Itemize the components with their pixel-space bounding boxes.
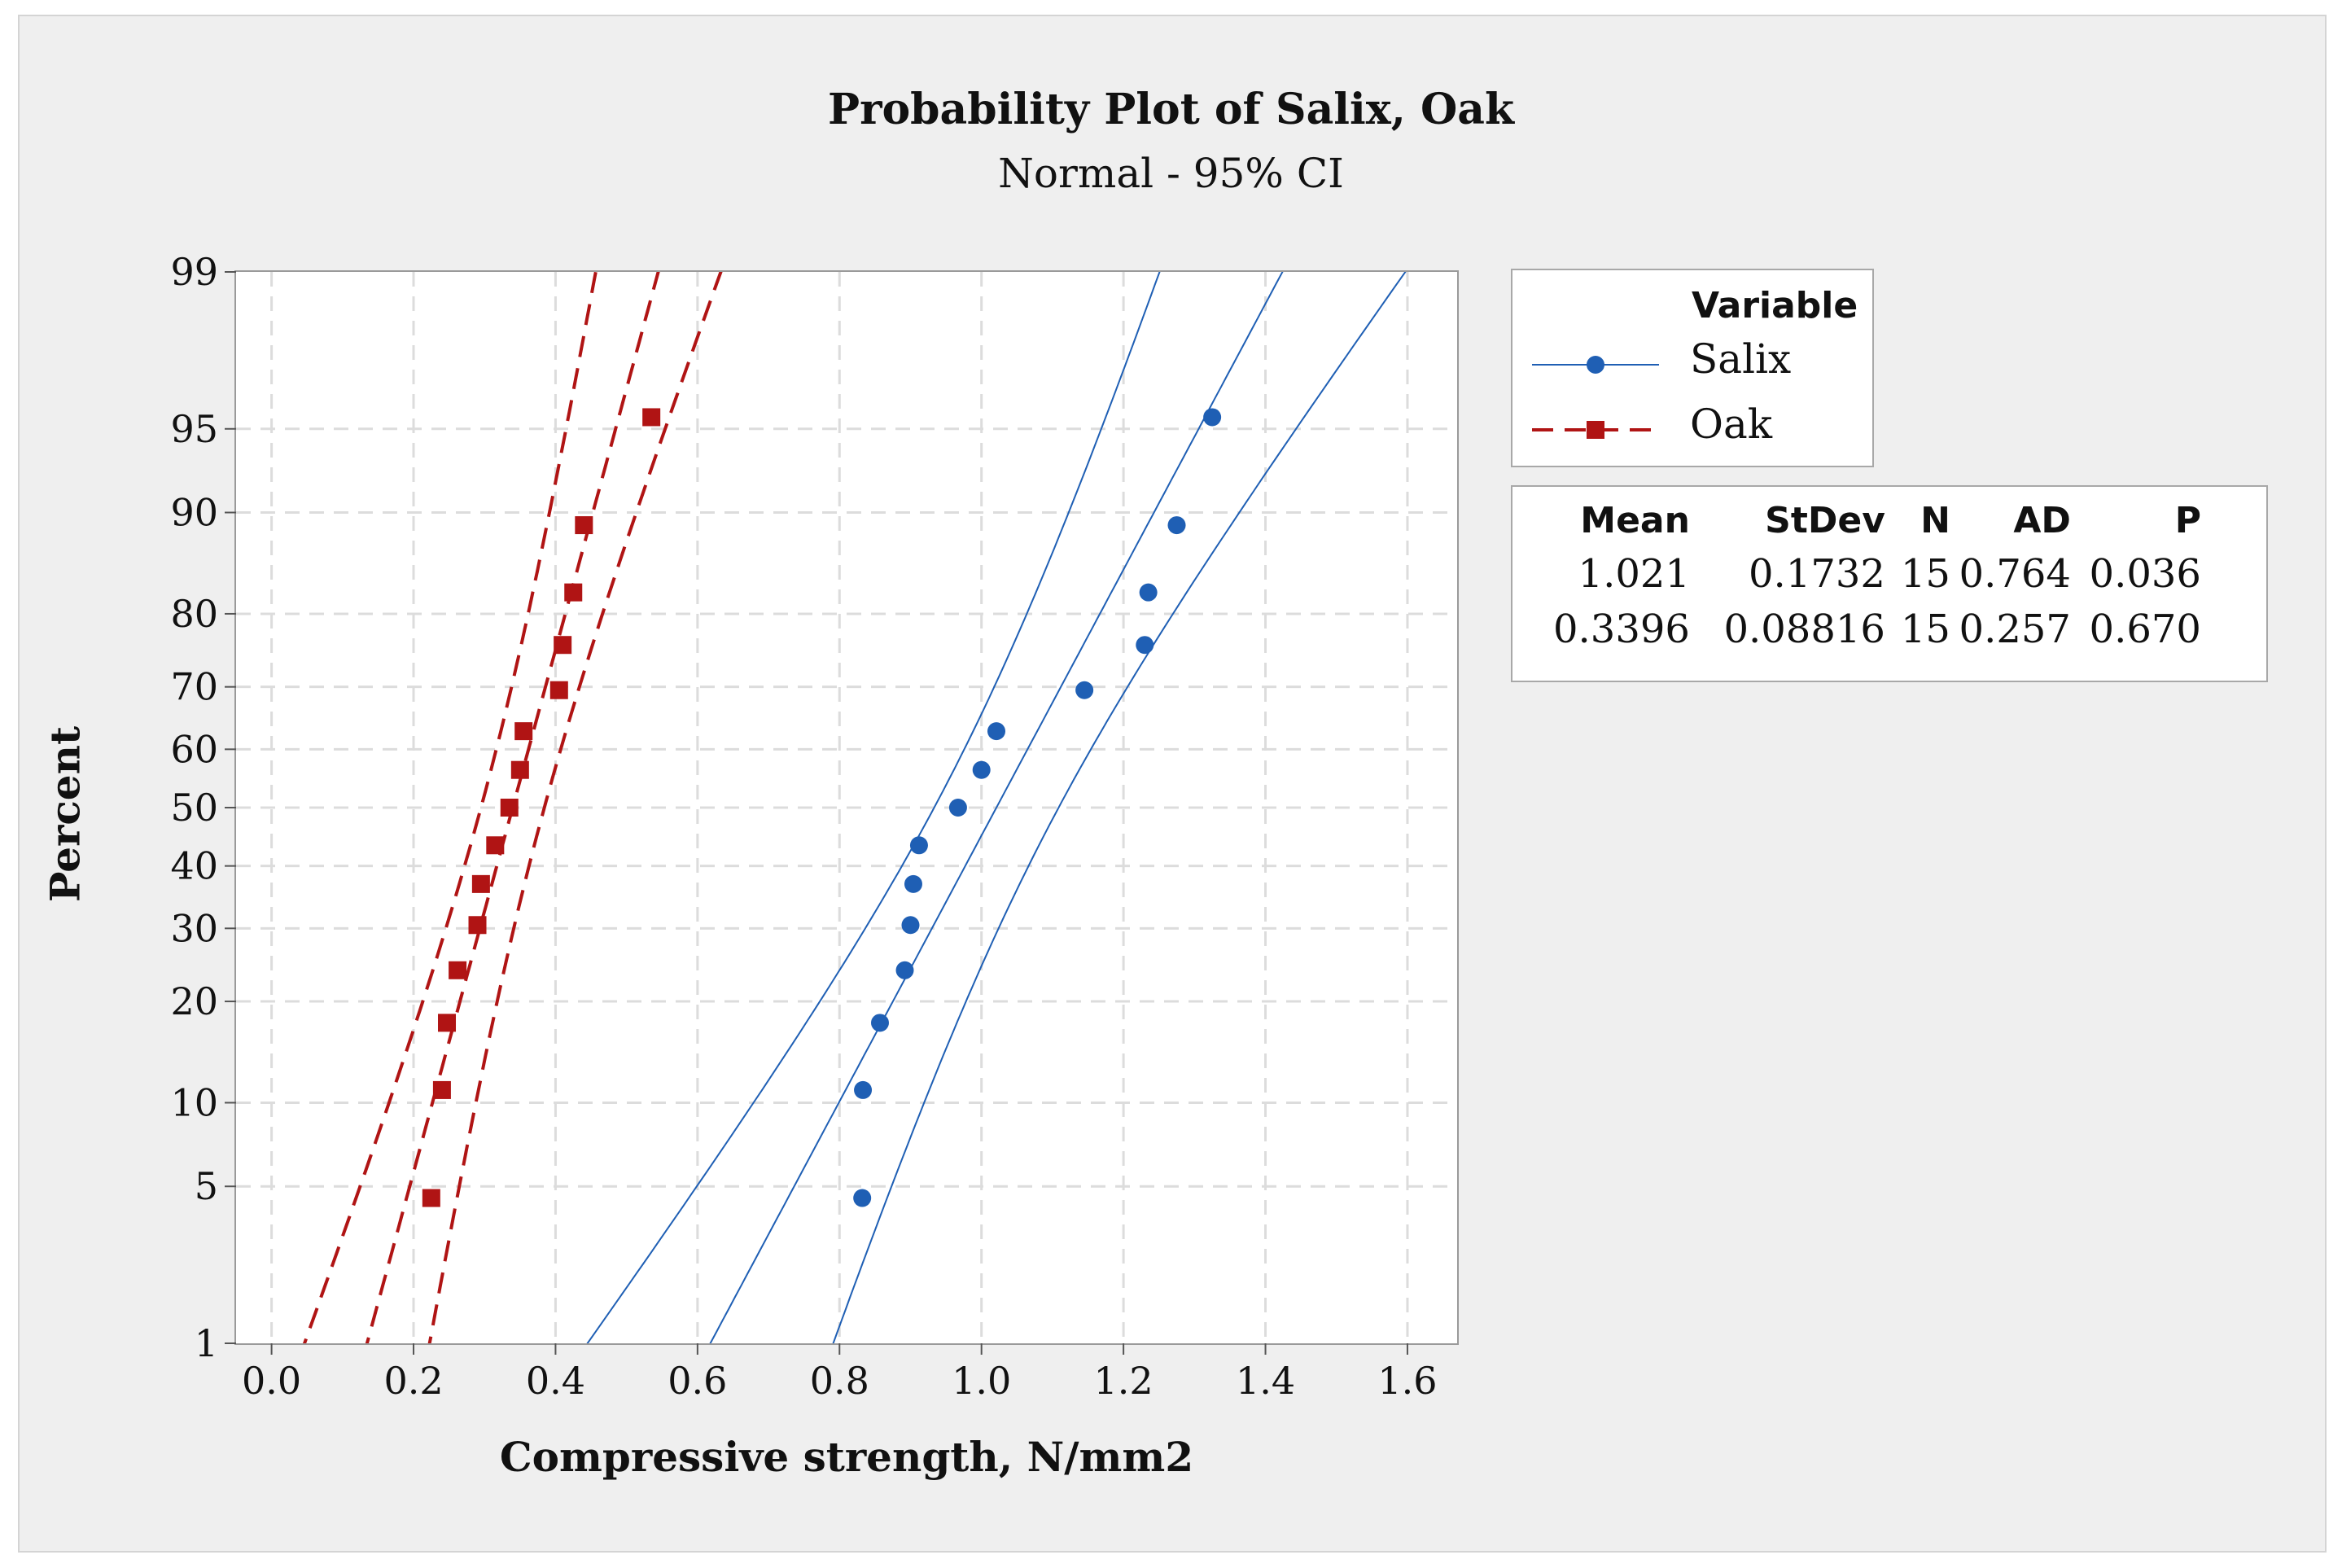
stats-cell: 0.036	[2089, 551, 2201, 597]
data-point-salix	[853, 1189, 872, 1207]
data-point-oak	[432, 1080, 451, 1099]
data-point-oak	[514, 722, 533, 741]
stats-row-oak: 0.3396 0.08816 15 0.257 0.670	[1553, 602, 2201, 657]
y-axis-label: Percent	[41, 725, 90, 903]
data-point-oak	[575, 516, 593, 535]
data-point-salix	[1139, 583, 1158, 602]
x-tick-label: 1.2	[1094, 1359, 1153, 1403]
stats-cell: 0.1732	[1749, 551, 1885, 597]
chart-title: Probability Plot of Salix, Oak	[828, 85, 1514, 134]
legend-salix-marker	[1587, 356, 1604, 374]
y-tick-label: 60	[170, 727, 218, 771]
data-point-salix	[987, 722, 1006, 741]
stats-cell: 0.764	[1959, 551, 2071, 597]
stats-header-stdev: StDev	[1765, 500, 1885, 541]
ci-lower-oak	[427, 272, 723, 1343]
data-point-salix	[909, 836, 928, 855]
y-tick-label: 90	[170, 491, 218, 535]
data-point-salix	[1075, 681, 1094, 699]
data-point-salix	[1203, 408, 1222, 427]
ci-upper-salix	[586, 272, 1161, 1343]
y-tick-label: 80	[170, 592, 218, 636]
ci-lower-salix	[832, 272, 1407, 1343]
data-point-salix	[1136, 636, 1154, 655]
data-point-oak	[500, 799, 519, 817]
fit-line-salix	[709, 272, 1284, 1343]
data-point-oak	[471, 874, 490, 893]
data-point-salix	[972, 760, 991, 779]
stats-cell: 15	[1900, 551, 1950, 597]
stats-header-mean: Mean	[1580, 500, 1690, 541]
ci-upper-oak	[302, 272, 598, 1343]
legend-salix-label: Salix	[1690, 335, 1792, 383]
data-point-oak	[486, 836, 505, 855]
y-tick-label: 40	[170, 844, 218, 888]
stats-cell: 0.670	[2089, 607, 2201, 652]
y-tick-label: 50	[170, 786, 218, 830]
stats-cell: 0.08816	[1723, 607, 1885, 652]
y-tick-label: 5	[195, 1164, 218, 1208]
x-axis-label: Compressive strength, N/mm2	[499, 1433, 1194, 1481]
stats-cell: 0.257	[1959, 607, 2071, 652]
stats-header-row: Mean StDev N AD P	[1553, 495, 2201, 546]
stats-header-p: P	[2174, 500, 2201, 541]
stats-table: Mean StDev N AD P 1.021 0.1732 15 0.764 …	[1511, 485, 2268, 682]
data-point-oak	[642, 408, 661, 427]
data-point-salix	[895, 961, 914, 979]
y-tick-label: 1	[195, 1321, 218, 1365]
x-tick-label: 0.6	[668, 1359, 727, 1403]
data-point-oak	[438, 1014, 457, 1032]
y-tick-label: 30	[170, 906, 218, 950]
stats-header-n: N	[1920, 500, 1950, 541]
x-tick-label: 1.0	[952, 1359, 1011, 1403]
data-point-oak	[549, 681, 568, 699]
x-tick-label: 0.0	[242, 1359, 301, 1403]
data-point-salix	[948, 799, 967, 817]
chart-subtitle: Normal - 95% CI	[998, 150, 1344, 197]
data-point-oak	[468, 916, 487, 935]
data-point-oak	[564, 583, 583, 602]
y-tick-label: 20	[170, 979, 218, 1023]
y-tick-label: 99	[170, 250, 218, 294]
data-point-oak	[554, 636, 572, 655]
stats-cell: 0.3396	[1553, 607, 1690, 652]
x-tick-label: 1.4	[1236, 1359, 1295, 1403]
data-point-salix	[904, 874, 922, 893]
y-tick-label: 70	[170, 665, 218, 709]
stats-header-ad: AD	[2013, 500, 2071, 541]
x-tick-label: 0.2	[383, 1359, 443, 1403]
legend-oak-label: Oak	[1690, 401, 1773, 448]
data-point-salix	[901, 916, 920, 935]
y-tick-label: 95	[170, 407, 218, 451]
y-tick-label: 10	[170, 1080, 218, 1124]
x-tick-label: 1.6	[1377, 1359, 1437, 1403]
stats-row-salix: 1.021 0.1732 15 0.764 0.036	[1553, 546, 2201, 602]
legend-swatches	[1532, 356, 1659, 439]
x-tick-label: 0.4	[526, 1359, 585, 1403]
stats-cell: 1.021	[1578, 551, 1690, 597]
data-point-oak	[449, 961, 467, 979]
data-point-oak	[510, 760, 529, 779]
data-point-oak	[422, 1189, 440, 1207]
legend-oak-marker	[1587, 421, 1604, 439]
legend: Variable Salix Oak	[1511, 269, 1874, 467]
data-point-salix	[1167, 516, 1186, 535]
legend-title: Variable	[1692, 285, 1858, 326]
x-tick-label: 0.8	[810, 1359, 869, 1403]
stats-cell: 15	[1900, 607, 1950, 652]
data-point-salix	[854, 1080, 873, 1099]
data-point-salix	[870, 1014, 889, 1032]
